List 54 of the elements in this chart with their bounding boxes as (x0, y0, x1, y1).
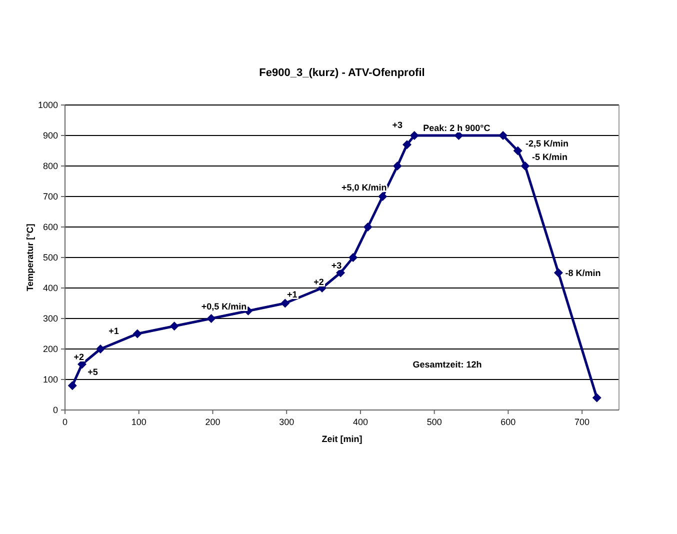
annotation: +5,0 K/min (342, 182, 387, 192)
x-tick-label: 400 (352, 417, 368, 427)
annotation: +3 (392, 120, 403, 130)
point (392, 162, 402, 170)
point (206, 314, 216, 323)
point (378, 192, 388, 201)
annotation: +5 (88, 367, 98, 378)
annotation: +1 (108, 326, 119, 336)
y-tick-label: 900 (42, 130, 58, 141)
annotation: +3 (331, 260, 342, 270)
y-axis-title: Temperatur [°C] (25, 224, 35, 292)
x-tick-label: 600 (500, 417, 516, 427)
x-axis-title: Zeit [min] (322, 434, 362, 444)
annotation: -5 K/min (532, 152, 568, 162)
x-tick-label: 700 (574, 417, 590, 427)
y-tick-label: 500 (42, 252, 58, 263)
x-tick-label: 0 (62, 417, 68, 427)
point (280, 298, 290, 308)
annotation: +1 (287, 289, 298, 300)
annotation: -2,5 K/min (525, 138, 568, 148)
point (520, 162, 530, 170)
point (498, 131, 508, 140)
point (402, 140, 412, 150)
point (132, 329, 142, 338)
chart-title: Fe900_3_(kurz) - ATV-Ofenprofil (259, 67, 425, 79)
point (170, 322, 179, 331)
point (554, 268, 563, 278)
x-tick-label: 300 (279, 417, 294, 427)
y-tick-label: 100 (42, 374, 58, 385)
point (348, 253, 358, 262)
annotation: -8 K/min (565, 268, 601, 278)
y-tick-label: 800 (42, 161, 58, 172)
point (363, 222, 372, 232)
x-tick-label: 500 (426, 417, 442, 427)
annotation: +2 (314, 277, 324, 288)
annotation: Peak: 2 h 900°C (423, 123, 491, 134)
y-tick-label: 200 (42, 344, 58, 354)
y-tick-label: 1000 (38, 100, 58, 110)
x-tick-label: 100 (131, 417, 146, 427)
y-tick-label: 300 (42, 314, 58, 324)
annotation: +2 (74, 352, 84, 362)
point (336, 268, 346, 278)
y-tick-label: 0 (52, 405, 58, 416)
point (68, 381, 77, 390)
point (513, 146, 522, 156)
annotation: +0,5 K/min (201, 301, 247, 312)
point (96, 344, 105, 354)
y-tick-label: 400 (42, 283, 58, 294)
point (410, 131, 419, 140)
y-tick-label: 700 (42, 192, 58, 202)
y-tick-label: 600 (42, 222, 58, 232)
x-tick-label: 200 (205, 417, 220, 427)
annotation: Gesamtzeit: 12h (412, 359, 482, 370)
point (592, 393, 602, 402)
